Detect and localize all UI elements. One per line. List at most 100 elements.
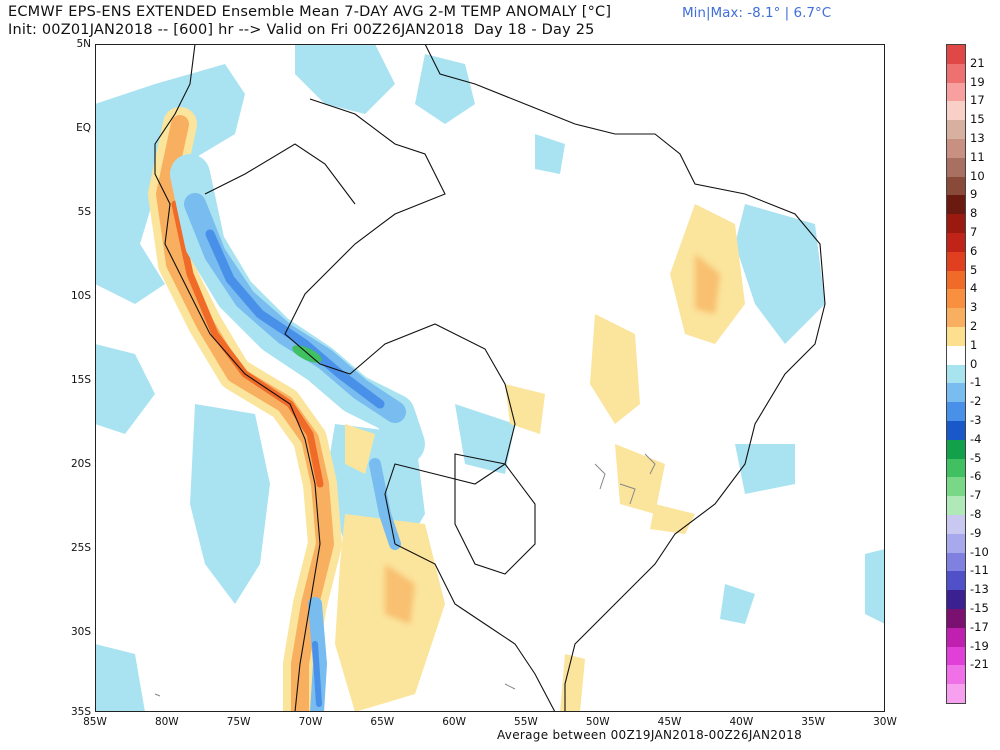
colorbar-cell [947,439,965,460]
colorbar-cell [947,327,965,347]
colorbar-cell [947,233,965,253]
colorbar-cell [947,515,965,535]
colorbar-cell [947,345,965,366]
lon-label: 55W [514,716,538,728]
colorbar-cell [947,251,965,272]
coastlines-borders [154,44,826,712]
colorbar-label: 2 [970,319,978,333]
colorbar-label: 1 [970,337,978,352]
colorbar-label: 4 [970,281,978,296]
lon-label: 35W [801,716,826,728]
colorbar-cell [947,45,965,65]
warm-anomaly-orange [385,254,720,624]
colorbar-cell [947,458,965,478]
anomaly-map [95,44,885,712]
colorbar-label: 10 [970,168,985,183]
colorbar-cell [947,383,965,403]
colorbar-label: 9 [970,187,978,202]
colorbar-cell [947,402,965,422]
colorbar-label: -9 [970,525,982,540]
colorbar-label: -4 [970,431,982,446]
colorbar-cell [947,364,965,384]
colorbar-label: -11 [970,563,989,578]
lat-label: EQ [76,122,91,134]
lat-label: 25S [70,542,91,554]
colorbar-label: 8 [970,206,978,221]
colorbar-cell [947,214,965,234]
lat-label: 5S [77,206,91,218]
colorbar-label: 11 [970,149,985,164]
colorbar-label: -17 [970,619,989,634]
lon-label: 40W [729,716,754,728]
colorbar-label: -2 [970,394,982,409]
colorbar-cell [947,195,965,215]
average-period-text: Average between 00Z19JAN2018-00Z26JAN201… [497,728,803,742]
colorbar-label: -7 [970,488,982,503]
colorbar-label: 17 [970,93,985,108]
colorbar-cell [947,421,965,441]
colorbar-cell [947,477,965,497]
lat-label: 5N [76,38,91,50]
colorbar-label: -10 [970,544,989,559]
lon-label: 70W [298,716,323,728]
colorbar-cell [947,289,965,309]
lat-label: 30S [70,626,91,638]
colorbar-cell [947,627,965,648]
map-title: ECMWF EPS-ENS EXTENDED Ensemble Mean 7-D… [8,4,612,20]
colorbar-label: -15 [970,601,989,615]
colorbar-cell [947,665,965,685]
colorbar-cell [947,120,965,140]
lon-label: 45W [657,716,682,728]
colorbar-label: 0 [970,356,978,371]
lon-label: 30W [873,716,897,728]
colorbar-label: -5 [970,450,982,465]
colorbar-label: -19 [970,638,989,653]
colorbar-cell [947,496,965,516]
colorbar [946,44,966,704]
map-frame [95,44,885,712]
colorbar-cell [947,308,965,328]
colorbar-label: -1 [970,375,982,390]
colorbar-cell [947,63,965,84]
colorbar-cell [947,176,965,196]
colorbar-cell [947,571,965,591]
min-max-readout: Min|Max: -8.1° | 6.7°C [682,5,832,21]
colorbar-label: 6 [970,243,978,258]
colorbar-label: -3 [970,413,982,427]
colorbar-cell [947,157,965,178]
colorbar-cell [947,82,965,102]
lat-label: 10S [70,290,91,302]
lon-label: 80W [154,716,179,728]
colorbar-label: -8 [970,507,982,521]
colorbar-label: -21 [970,657,989,672]
colorbar-label: 15 [970,112,985,127]
lake-features [154,453,656,697]
green-anomaly-spot [292,345,322,363]
colorbar-cell [947,270,965,290]
colorbar-label: -13 [970,582,989,597]
colorbar-label: -6 [970,469,982,484]
colorbar-label: 21 [970,55,985,70]
lon-label: 60W [442,716,466,728]
colorbar-cell [947,684,965,704]
colorbar-cell [947,139,965,159]
colorbar-label: 3 [970,300,978,315]
colorbar-label: 5 [970,262,978,277]
colorbar-cell [947,533,965,554]
lat-label: 35S [70,706,91,718]
colorbar-label: 7 [970,225,978,239]
colorbar-cell [947,590,965,610]
colorbar-cell [947,646,965,666]
lon-label: 85W [83,716,107,728]
colorbar-label: 19 [970,74,985,89]
lon-label: 65W [370,716,395,728]
colorbar-label: 13 [970,131,985,145]
lon-label: 75W [226,716,251,728]
lon-label: 50W [585,716,610,728]
colorbar-cell [947,609,965,629]
colorbar-cell [947,552,965,572]
colorbar-cell [947,101,965,121]
lat-label: 15S [70,374,91,386]
init-valid-line: Init: 00Z01JAN2018 -- [600] hr --> Valid… [8,22,595,38]
lat-label: 20S [70,458,91,470]
